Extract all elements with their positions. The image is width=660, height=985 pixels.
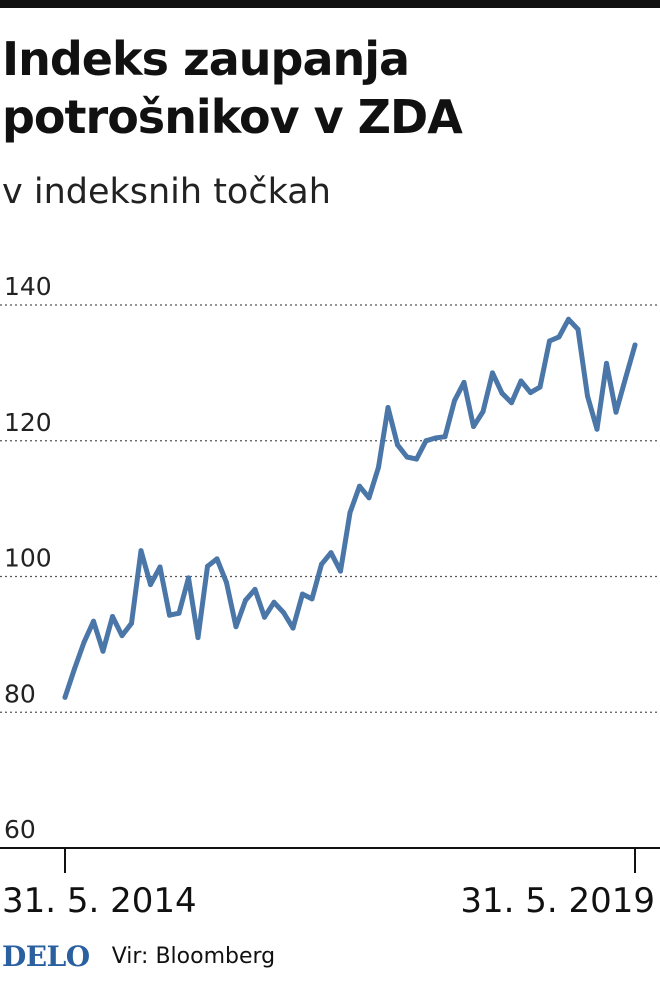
data-point [376,464,381,470]
data-point [585,393,590,399]
data-point [262,614,267,620]
data-point [338,568,343,574]
data-point [72,666,77,672]
grid-layer [0,304,660,713]
y-tick-label: 140 [4,272,52,301]
data-point [423,438,429,444]
x-start-date-label: 31. 5. 2014 [2,881,197,921]
data-point [214,556,220,562]
data-point [433,435,438,441]
data-point [499,390,505,396]
data-point [167,612,172,618]
data-point [319,561,324,567]
series-line [62,316,638,700]
data-point [224,580,229,586]
data-point [518,378,524,384]
data-point [62,694,68,700]
y-tick-label: 100 [4,544,52,573]
data-point [148,582,153,588]
data-point [452,398,457,404]
y-tick-label: 120 [4,408,52,437]
data-point [91,618,96,624]
y-tick-label: 80 [4,679,36,708]
data-point [575,326,581,332]
data-point [632,342,638,348]
data-point [490,370,495,376]
data-point [243,597,248,603]
data-point [186,575,191,581]
footer: DELO Vir: Bloomberg [2,936,275,976]
data-point [613,409,619,415]
data-point [528,390,533,396]
data-point [290,625,296,631]
data-point [357,483,362,489]
data-point [385,405,391,410]
data-point [300,591,305,597]
data-point [81,639,87,645]
chart-title: Indeks zaupanja potrošnikov v ZDA [2,32,463,144]
data-point [157,564,163,570]
data-point [138,548,144,554]
data-point [594,426,600,432]
line-chart: 140 120 100 80 60 31. 5. 2014 31. 5. 2019 [0,272,660,921]
data-point [233,624,239,630]
data-point [395,442,400,448]
data-point [281,610,286,615]
data-point [471,424,476,429]
y-tick-label: 60 [4,815,36,844]
data-point [309,596,315,602]
data-point [537,384,543,390]
data-point [119,633,125,639]
data-point [556,334,562,340]
delo-logo: DELO [2,939,90,973]
data-point [404,454,410,460]
data-point [366,495,372,501]
data-point [547,338,552,344]
data-point [195,635,201,641]
data-point [129,620,134,626]
top-rule [0,0,660,8]
data-point [566,316,571,322]
data-point [604,360,609,366]
data-point [252,586,258,592]
chart-subtitle: v indeksnih točkah [2,172,331,212]
data-point [205,563,210,569]
source-label: Vir: Bloomberg [111,943,276,969]
x-end-date-label: 31. 5. 2019 [460,881,655,921]
data-point [509,400,514,406]
data-point [347,510,353,516]
data-point [414,456,419,462]
data-point [110,614,115,619]
y-tick-labels: 140 120 100 80 60 [4,272,52,844]
data-point [100,648,106,654]
data-point [442,434,448,440]
data-point [623,375,628,381]
data-point [328,550,334,556]
data-point [461,379,467,385]
data-point [271,599,277,605]
data-point [480,409,486,415]
data-point [176,610,182,616]
data-points [62,316,638,700]
